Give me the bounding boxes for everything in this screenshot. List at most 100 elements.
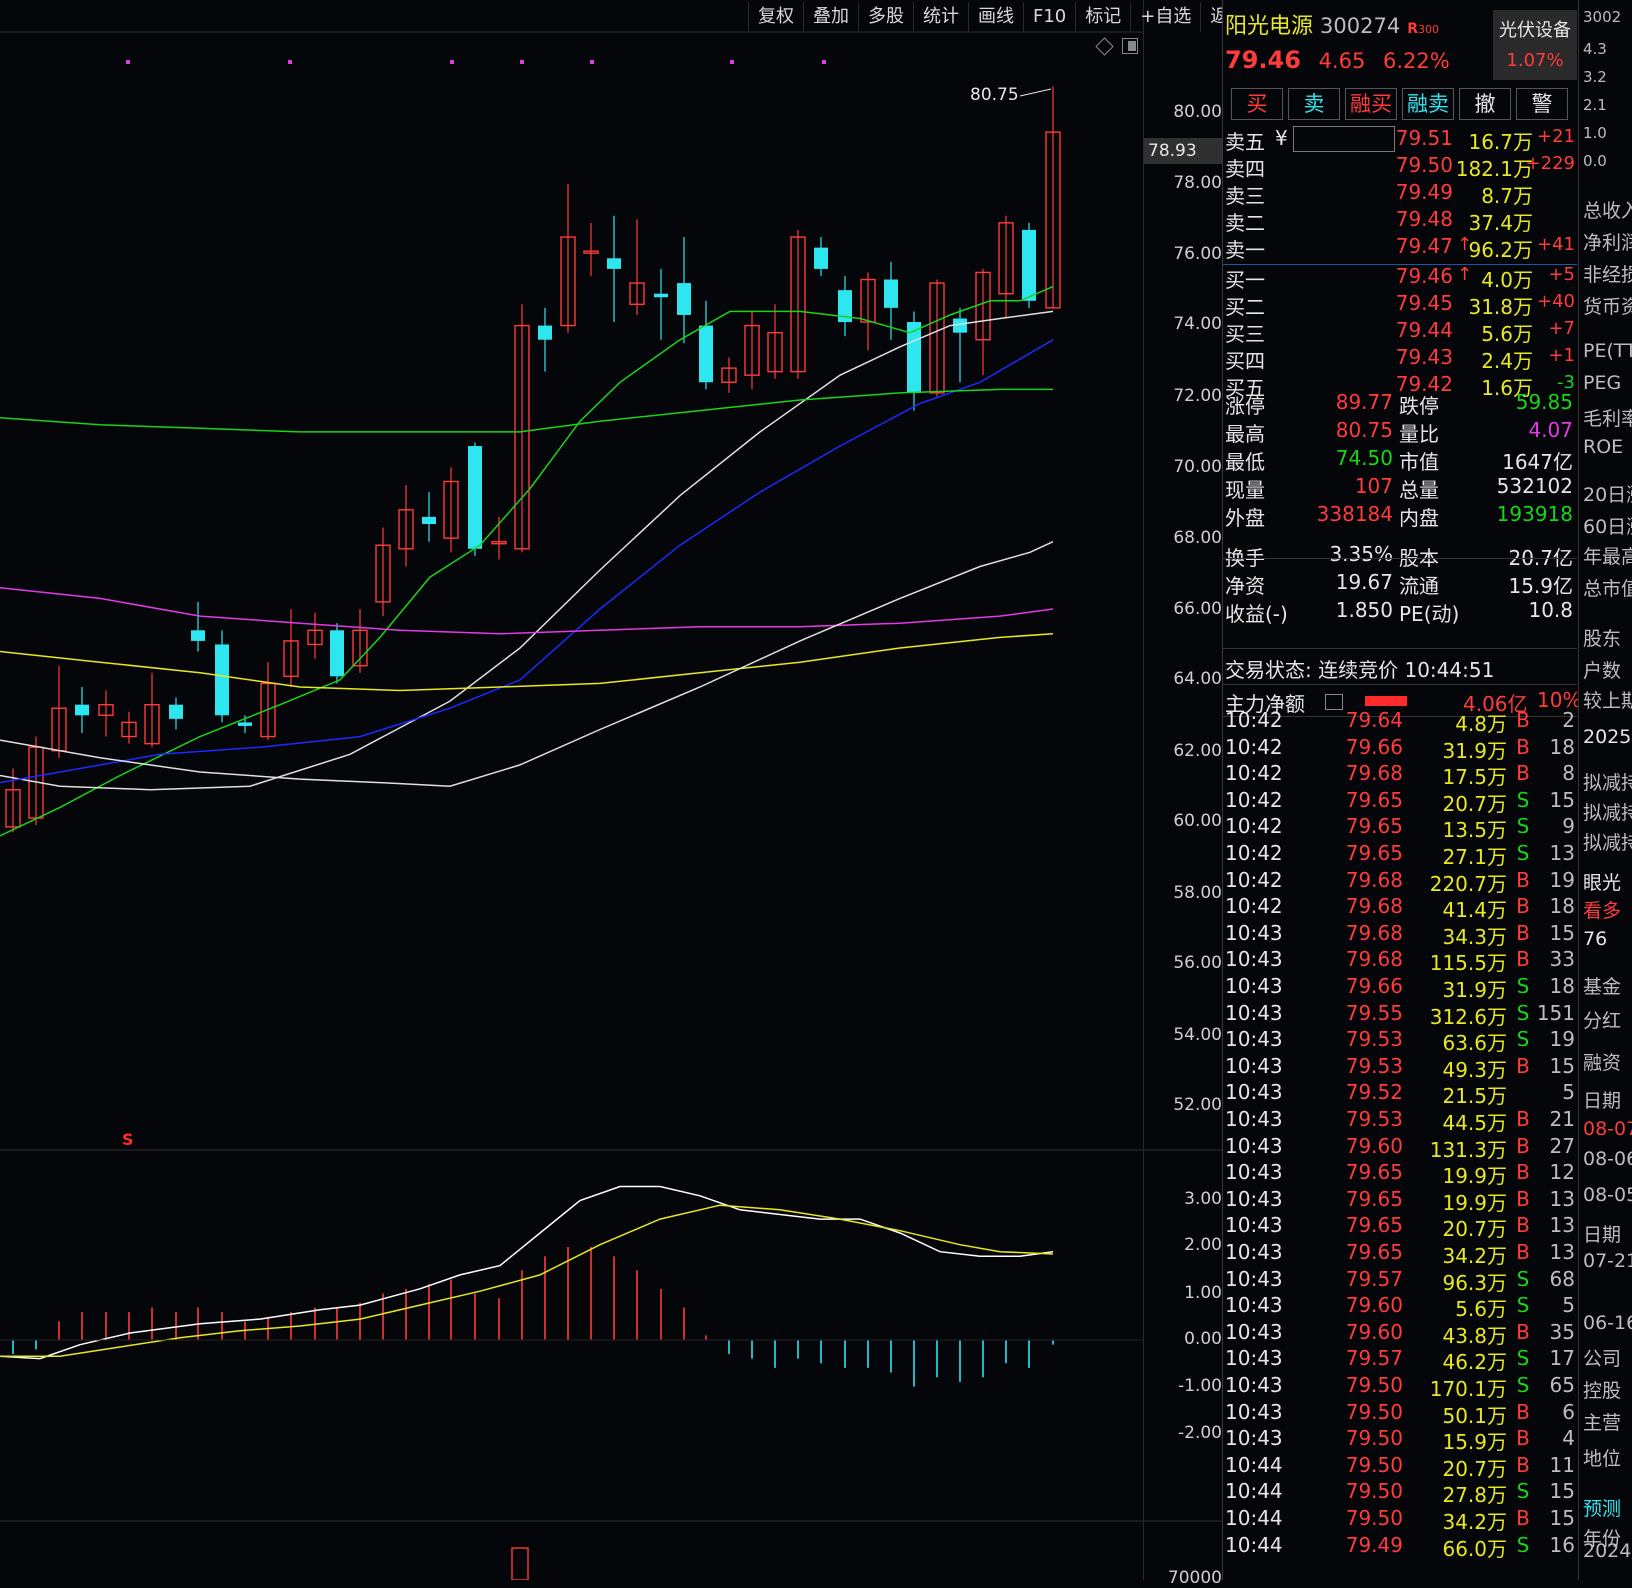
price-tick: 64.00 (1173, 669, 1222, 689)
tick-row[interactable]: 10:43 79.52 21.5万 5 (1223, 1080, 1577, 1108)
tick-row[interactable]: 10:44 79.50 20.7万 B 11 (1223, 1452, 1577, 1481)
tick-row[interactable]: 10:43 79.50 170.1万 S 65 (1223, 1373, 1577, 1401)
ma-line-blue (0, 339, 1054, 784)
trade-button-2[interactable]: 融买 (1345, 88, 1397, 120)
trade-button-5[interactable]: 警 (1516, 88, 1568, 120)
tick-row[interactable]: 10:42 79.64 4.8万 B 2 (1223, 708, 1577, 736)
main-flow-pct: 10% (1537, 688, 1582, 712)
f10-side-panel[interactable]: 3002 4.3 3.2 2.1 1.0 0.0 总收入净利润非经损货币资 PE(TTM) PE… (1578, 0, 1632, 1580)
tick-row[interactable]: 10:42 79.68 17.5万 B 8 (1223, 761, 1577, 789)
tick-row[interactable]: 10:43 79.50 50.1万 B 6 (1223, 1400, 1577, 1428)
main-flow-menu-icon[interactable] (1325, 694, 1343, 710)
tick-row[interactable]: 10:43 79.57 46.2万 S 17 (1223, 1346, 1577, 1374)
candle-body-up (1045, 131, 1061, 309)
tick-direction: B (1516, 947, 1530, 972)
trade-button-4[interactable]: 撤 (1459, 88, 1511, 120)
tick-count: 11 (1549, 1452, 1575, 1477)
stat-value: 338184 (1316, 502, 1393, 526)
tick-row[interactable]: 10:43 79.53 49.3万 B 15 (1223, 1053, 1577, 1082)
bid-row[interactable]: 买二 79.45 31.8万 +40 (1223, 291, 1577, 319)
tick-price: 79.57 (1345, 1266, 1403, 1291)
tick-count: 16 (1549, 1532, 1575, 1557)
tick-price: 79.53 (1345, 1053, 1403, 1078)
tick-row[interactable]: 10:43 79.65 19.9万 B 13 (1223, 1187, 1577, 1215)
sector-box[interactable]: 光伏设备 1.07% (1493, 10, 1577, 80)
tick-time: 10:42 (1225, 841, 1283, 865)
side-item: 1.0 (1583, 124, 1607, 142)
tick-volume: 31.9万 (1442, 978, 1507, 1002)
tick-row[interactable]: 10:43 79.57 96.3万 S 68 (1223, 1266, 1577, 1295)
tick-row[interactable]: 10:42 79.65 20.7万 S 15 (1223, 788, 1577, 816)
tick-row[interactable]: 10:43 79.53 63.6万 S 19 (1223, 1027, 1577, 1056)
macd-tick: 0.00 (1184, 1329, 1222, 1349)
level-price: 79.45 (1395, 291, 1453, 315)
stat-value: 20.7亿 (1508, 546, 1573, 570)
tick-row[interactable]: 10:44 79.50 27.8万 S 15 (1223, 1479, 1577, 1507)
side-item: 预测 (1583, 1498, 1622, 1520)
side-item: 日期 (1583, 1090, 1622, 1112)
tick-row[interactable]: 10:43 79.60 43.8万 B 35 (1223, 1320, 1577, 1348)
ask-row[interactable]: 卖二 79.48 37.4万 (1223, 207, 1577, 235)
bid-row[interactable]: 买三 79.44 5.6万 +7 (1223, 318, 1577, 346)
tick-volume: 20.7万 (1442, 1217, 1507, 1242)
tick-row[interactable]: 10:43 79.66 31.9万 S 18 (1223, 974, 1577, 1002)
level-label: 卖五 (1225, 130, 1265, 154)
stat-label: 最高 (1225, 422, 1265, 446)
last-price: 79.46 (1225, 46, 1301, 74)
toolbar-button-3[interactable]: 统计 (913, 2, 968, 32)
bid-row[interactable]: 买一 79.46 ↑ 4.0万 +5 (1223, 264, 1577, 292)
toolbar-button-2[interactable]: 多股 (858, 2, 913, 32)
ask5-price-box[interactable] (1293, 126, 1395, 152)
kline-chart-area[interactable]: 80.75 S (0, 0, 1222, 1580)
tick-row[interactable]: 10:43 79.68 115.5万 B 33 (1223, 947, 1577, 975)
ask-row[interactable]: 卖四 79.50 182.1万 +229 (1223, 153, 1577, 181)
toolbar-button-1[interactable]: 叠加 (803, 2, 858, 32)
stat-label: 流通 (1399, 574, 1439, 598)
tick-row[interactable]: 10:43 79.50 15.9万 B 4 (1223, 1426, 1577, 1454)
bid-row[interactable]: 买四 79.43 2.4万 +1 (1223, 345, 1577, 373)
toolbar-button-7[interactable]: +自选 (1130, 2, 1200, 32)
tick-row[interactable]: 10:42 79.66 31.9万 B 18 (1223, 735, 1577, 763)
toolbar-button-6[interactable]: 标记 (1075, 2, 1130, 32)
stat-value: 74.50 (1335, 446, 1393, 470)
price-tick: 68.00 (1173, 528, 1222, 548)
tick-direction: S (1516, 974, 1530, 998)
toolbar-button-0[interactable]: 复权 (748, 2, 803, 32)
tick-volume: 63.6万 (1442, 1031, 1507, 1056)
tick-time: 10:43 (1225, 1107, 1283, 1131)
tick-row[interactable]: 10:43 79.68 34.3万 B 15 (1223, 921, 1577, 949)
tick-row[interactable]: 10:42 79.68 220.7万 B 19 (1223, 868, 1577, 896)
toolbar-button-4[interactable]: 画线 (968, 2, 1023, 32)
tick-count: 15 (1549, 1506, 1575, 1530)
bid-row[interactable]: 买五 79.42 1.6万 -3 (1223, 372, 1577, 400)
trade-button-3[interactable]: 融卖 (1402, 88, 1454, 120)
kline-chart[interactable]: 80.75 S (0, 0, 1222, 1580)
tick-row[interactable]: 10:43 79.60 5.6万 S 5 (1223, 1293, 1577, 1321)
ask-row[interactable]: 卖五 ¥79.51 16.7万 +21 (1223, 126, 1577, 154)
trade-button-1[interactable]: 卖 (1288, 88, 1340, 120)
stat-label: 量比 (1399, 422, 1439, 446)
tick-count: 17 (1549, 1346, 1575, 1371)
tick-row[interactable]: 10:43 79.65 19.9万 B 12 (1223, 1160, 1577, 1188)
tick-row[interactable]: 10:43 79.55 312.6万 S 151 (1223, 1001, 1577, 1029)
toolbar-button-5[interactable]: F10 (1023, 2, 1075, 32)
tick-row[interactable]: 10:43 79.60 131.3万 B 27 (1223, 1134, 1577, 1162)
ask-row[interactable]: 卖一 79.47 ↑ 96.2万 +41 (1223, 234, 1577, 262)
tick-row[interactable]: 10:44 79.49 66.0万 S 16 (1223, 1532, 1577, 1561)
ask-row[interactable]: 卖三 79.49 8.7万 (1223, 180, 1577, 208)
trade-button-0[interactable]: 买 (1231, 88, 1283, 120)
tick-row[interactable]: 10:43 79.65 20.7万 B 13 (1223, 1213, 1577, 1242)
layout-toggle-icon[interactable] (1122, 38, 1138, 54)
tick-row[interactable]: 10:44 79.50 34.2万 B 15 (1223, 1506, 1577, 1534)
tick-price: 79.50 (1345, 1373, 1403, 1397)
tick-row[interactable]: 10:42 79.65 13.5万 S 9 (1223, 814, 1577, 842)
tick-row[interactable]: 10:42 79.68 41.4万 B 18 (1223, 894, 1577, 922)
tick-row[interactable]: 10:42 79.65 27.1万 S 13 (1223, 841, 1577, 869)
side-item: 06-16 (1583, 1312, 1632, 1334)
candle-body-down (191, 630, 205, 641)
quote-panel: 阳光电源 300274 R300 光伏设备 1.07% 79.46 4.65 6… (1223, 0, 1581, 1580)
tick-row[interactable]: 10:43 79.53 44.5万 B 21 (1223, 1107, 1577, 1135)
sector-change: 1.07% (1506, 50, 1564, 71)
tick-row[interactable]: 10:43 79.65 34.2万 B 13 (1223, 1240, 1577, 1268)
candle-body-down (607, 258, 621, 269)
